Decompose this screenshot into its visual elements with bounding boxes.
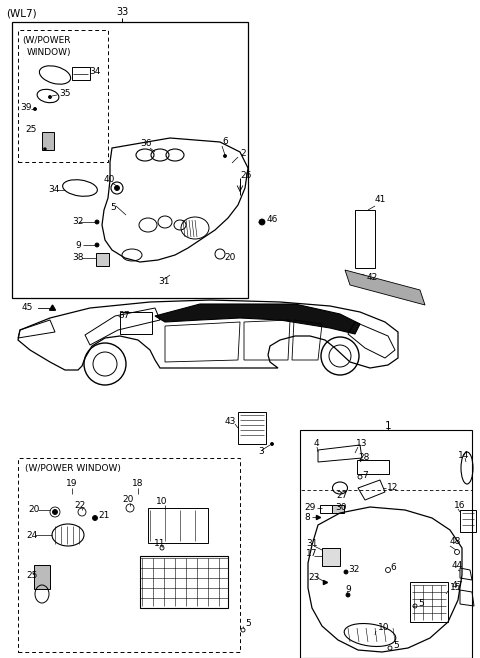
Text: 15: 15	[450, 584, 461, 592]
Bar	[332, 505, 344, 513]
Circle shape	[34, 107, 36, 111]
Text: 46: 46	[267, 216, 278, 224]
Text: 12: 12	[387, 482, 398, 492]
Text: 4: 4	[314, 440, 320, 449]
Bar	[357, 460, 389, 474]
Bar	[300, 430, 472, 658]
Text: 1: 1	[384, 421, 391, 431]
Text: 42: 42	[367, 274, 378, 282]
Text: 20: 20	[122, 495, 134, 505]
Text: 41: 41	[375, 195, 386, 205]
Text: 6: 6	[222, 138, 228, 147]
Bar	[300, 490, 472, 658]
Bar	[34, 565, 50, 589]
Bar	[148, 508, 208, 543]
Bar	[410, 582, 448, 622]
Text: 30: 30	[335, 503, 347, 511]
Bar	[12, 22, 248, 298]
Text: 11: 11	[154, 540, 166, 549]
Text: 9: 9	[345, 586, 351, 594]
Text: 5: 5	[393, 642, 399, 651]
Text: 38: 38	[72, 253, 84, 263]
Text: 40: 40	[104, 176, 115, 184]
Text: 37: 37	[118, 311, 130, 320]
Text: 25: 25	[25, 126, 36, 134]
Text: 22: 22	[74, 501, 85, 509]
Text: 29: 29	[304, 503, 315, 511]
Text: 25: 25	[26, 570, 37, 580]
Text: 31: 31	[306, 538, 317, 547]
Text: (W/POWER: (W/POWER	[22, 36, 71, 45]
Bar	[355, 210, 375, 268]
Text: WINDOW): WINDOW)	[27, 47, 72, 57]
Text: 5: 5	[418, 599, 424, 609]
Text: 43: 43	[225, 417, 236, 426]
Text: 2: 2	[240, 149, 246, 157]
Circle shape	[224, 155, 227, 157]
Text: 18: 18	[132, 480, 144, 488]
Circle shape	[271, 442, 274, 445]
Text: 39: 39	[20, 103, 32, 113]
Text: 47: 47	[452, 580, 463, 590]
Circle shape	[44, 148, 46, 150]
Text: 5: 5	[110, 203, 116, 213]
Bar	[18, 30, 108, 162]
Circle shape	[259, 219, 265, 225]
Bar	[18, 458, 240, 652]
Bar	[42, 132, 54, 150]
Text: 45: 45	[22, 303, 34, 313]
Circle shape	[344, 570, 348, 574]
Text: 36: 36	[140, 139, 152, 149]
Circle shape	[95, 220, 99, 224]
Text: 26: 26	[240, 170, 252, 180]
Bar	[320, 505, 332, 513]
Text: (W/POWER WINDOW): (W/POWER WINDOW)	[25, 463, 121, 472]
Bar	[460, 510, 476, 532]
Text: 10: 10	[156, 497, 168, 507]
Text: 24: 24	[26, 530, 37, 540]
Text: 27: 27	[336, 490, 348, 499]
Text: 13: 13	[356, 438, 368, 447]
Text: 32: 32	[72, 218, 84, 226]
Text: 44: 44	[452, 561, 463, 570]
Text: 5: 5	[245, 619, 251, 628]
Circle shape	[93, 515, 97, 520]
Bar	[322, 548, 340, 566]
Circle shape	[115, 186, 120, 191]
Polygon shape	[345, 270, 425, 305]
Bar	[120, 312, 152, 334]
Bar	[96, 253, 109, 266]
Text: 34: 34	[89, 68, 100, 76]
Text: 19: 19	[66, 480, 78, 488]
Text: 28: 28	[358, 453, 370, 463]
Text: 6: 6	[390, 563, 396, 572]
Text: 17: 17	[306, 549, 317, 559]
Polygon shape	[155, 304, 360, 334]
Text: 7: 7	[362, 470, 368, 480]
Text: (WL7): (WL7)	[6, 9, 36, 19]
Text: 20: 20	[28, 505, 39, 515]
Text: 23: 23	[308, 572, 319, 582]
Text: 16: 16	[454, 501, 466, 511]
Text: 8: 8	[304, 513, 310, 522]
Text: 20: 20	[224, 253, 235, 261]
Text: 21: 21	[98, 511, 109, 520]
Text: 10: 10	[378, 624, 389, 632]
Text: 32: 32	[348, 565, 360, 574]
Circle shape	[95, 243, 99, 247]
Text: 14: 14	[458, 451, 469, 459]
Text: 9: 9	[75, 241, 81, 249]
Text: 31: 31	[158, 278, 169, 286]
Text: 48: 48	[450, 538, 461, 547]
Text: 34: 34	[48, 186, 60, 195]
Bar	[72, 67, 90, 80]
Circle shape	[346, 593, 350, 597]
Circle shape	[48, 95, 51, 99]
Text: 35: 35	[59, 89, 71, 99]
Circle shape	[52, 509, 58, 515]
Bar	[238, 412, 266, 444]
Text: 3: 3	[258, 447, 264, 457]
Text: 33: 33	[116, 7, 128, 17]
Bar	[140, 556, 228, 608]
